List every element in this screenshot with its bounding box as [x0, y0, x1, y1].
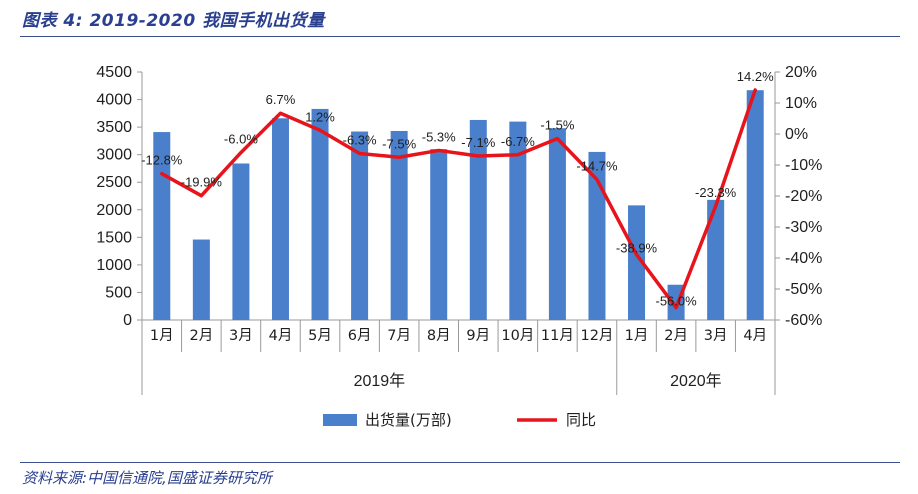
bar	[311, 108, 329, 321]
x-tick-label: 12月	[580, 328, 613, 344]
bar	[707, 199, 725, 320]
y-right-tick-label: -10%	[785, 157, 822, 174]
x-tick-label: 7月	[387, 328, 411, 344]
y-left-tick-label: 3000	[96, 147, 132, 164]
footer-rule	[20, 462, 900, 463]
line-data-label: -19.9%	[181, 175, 223, 190]
x-tick-label: 10月	[501, 328, 534, 344]
bar	[390, 130, 408, 320]
y-right-tick-label: -50%	[785, 281, 822, 298]
bar	[509, 121, 527, 320]
x-group-label: 2020年	[670, 372, 722, 390]
bar	[192, 239, 210, 320]
line-data-label: -56.0%	[655, 294, 697, 309]
line-data-label: -6.3%	[343, 133, 377, 148]
legend-label-line: 同比	[566, 411, 596, 429]
line-data-label: -6.7%	[501, 134, 535, 149]
bar	[430, 149, 448, 320]
y-right-tick-label: -60%	[785, 312, 822, 329]
line-data-label: -5.3%	[422, 129, 456, 144]
x-group-label: 2019年	[354, 372, 406, 390]
y-right-tick-label: 20%	[785, 64, 817, 81]
line-data-label: -12.8%	[141, 153, 183, 168]
y-right-tick-label: -40%	[785, 250, 822, 267]
y-left-tick-label: 3500	[96, 119, 132, 136]
x-tick-label: 11月	[541, 328, 574, 344]
bar	[351, 131, 369, 320]
y-left-tick-label: 1000	[96, 257, 132, 274]
x-tick-label: 3月	[704, 328, 728, 344]
header-rule	[20, 36, 900, 37]
line-data-label: -38.9%	[616, 241, 658, 256]
y-right-tick-label: 0%	[785, 126, 808, 143]
source-note: 资料来源:中国信通院,国盛证券研究所	[22, 469, 272, 487]
line-data-label: -7.1%	[461, 135, 495, 150]
legend-swatch-bar	[323, 414, 357, 426]
legend-label-bar: 出货量(万部)	[365, 411, 452, 429]
y-left-tick-label: 2500	[96, 174, 132, 191]
y-left-tick-label: 4000	[96, 92, 132, 109]
y-right-tick-label: -30%	[785, 219, 822, 236]
line-data-label: 6.7%	[266, 92, 296, 107]
y-right-tick-label: 10%	[785, 95, 817, 112]
x-tick-label: 2月	[189, 328, 213, 344]
x-tick-label: 1月	[150, 328, 174, 344]
x-tick-label: 2月	[664, 328, 688, 344]
x-tick-label: 4月	[269, 328, 293, 344]
y-left-tick-label: 500	[105, 284, 132, 301]
line-data-label: 14.2%	[737, 69, 774, 84]
x-tick-label: 1月	[625, 328, 649, 344]
line-series-yoy	[160, 88, 757, 310]
line-data-label: -6.0%	[224, 132, 258, 147]
x-tick-label: 8月	[427, 328, 451, 344]
bar	[548, 128, 566, 320]
line-data-label: -7.5%	[382, 136, 416, 151]
line-data-label: -1.5%	[540, 118, 574, 133]
y-left-tick-label: 2000	[96, 202, 132, 219]
x-tick-label: 4月	[743, 328, 767, 344]
bar	[153, 132, 171, 320]
line-data-label: -14.7%	[576, 159, 618, 174]
y-left-tick-label: 0	[123, 312, 132, 329]
bar	[746, 90, 764, 320]
x-tick-label: 6月	[348, 328, 372, 344]
chart-title: 图表 4: 2019-2020 我国手机出货量	[22, 11, 325, 31]
bar	[628, 205, 646, 320]
line-data-label: -23.3%	[695, 185, 737, 200]
bar	[271, 118, 289, 320]
bar	[232, 163, 250, 320]
y-left-tick-label: 4500	[96, 64, 132, 81]
y-right-tick-label: -20%	[785, 188, 822, 205]
x-tick-label: 3月	[229, 328, 253, 344]
y-left-tick-label: 1500	[96, 229, 132, 246]
bar	[469, 119, 487, 321]
x-tick-label: 5月	[308, 328, 332, 344]
line-data-label: 1.2%	[305, 109, 335, 124]
bar	[588, 151, 606, 320]
x-tick-label: 9月	[466, 328, 490, 344]
